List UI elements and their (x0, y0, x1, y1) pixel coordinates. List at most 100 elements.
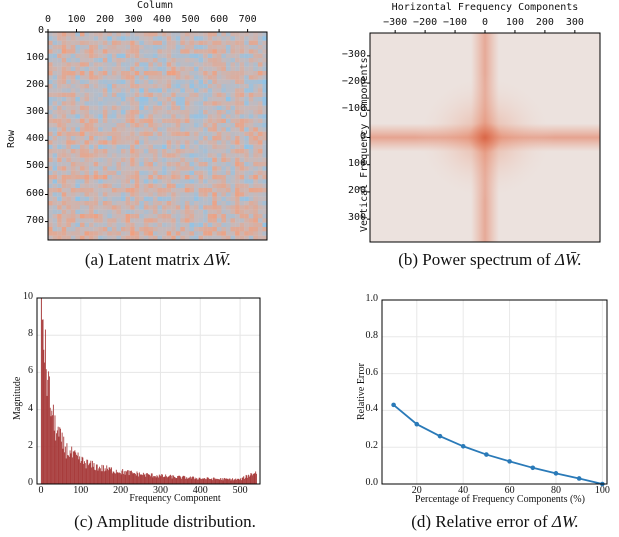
heatmap-cell (57, 183, 62, 189)
heatmap-cell (184, 136, 190, 141)
heatmap-cell (116, 66, 122, 72)
heatmap-cell (79, 49, 85, 54)
heatmap-cell (57, 162, 62, 167)
heatmap-cell (84, 110, 90, 115)
heatmap-cell (248, 170, 254, 176)
heatmap-cell (212, 153, 218, 158)
heatmap-cell (166, 188, 172, 193)
heatmap-cell (239, 162, 245, 167)
heatmap-cell (257, 123, 263, 128)
x-tick-label: 300 (565, 17, 584, 28)
heatmap-cell (152, 53, 158, 59)
heatmap-cell (93, 209, 99, 215)
heatmap-cell (203, 123, 208, 128)
bar (155, 477, 157, 484)
heatmap-cell (248, 101, 254, 106)
y-tick-label: 700 (25, 214, 44, 226)
heatmap-cell (57, 131, 62, 137)
heatmap-cell (52, 196, 58, 202)
heatmap-cell (57, 53, 62, 59)
heatmap-cell (166, 49, 172, 54)
bar (222, 480, 224, 484)
bar (151, 473, 153, 484)
panel-b-xlabel: Horizontal Frequency Components (391, 2, 579, 13)
heatmap-cell (121, 201, 126, 206)
heatmap-cell (244, 36, 249, 41)
heatmap-cell (66, 166, 72, 171)
data-point (437, 433, 443, 439)
heatmap-cell (189, 183, 195, 189)
heatmap-cell (189, 162, 195, 167)
heatmap-cell (52, 79, 58, 85)
heatmap-cell (194, 235, 199, 241)
heatmap-cell (207, 58, 213, 63)
heatmap-cell (171, 36, 176, 41)
bar (216, 479, 218, 484)
heatmap-cell (212, 222, 218, 228)
heatmap-cell (225, 75, 231, 80)
bar (160, 476, 162, 484)
heatmap-cell (194, 66, 199, 72)
heatmap-cell (194, 175, 199, 180)
heatmap-cell (70, 79, 76, 85)
heatmap-cell (239, 49, 245, 54)
heatmap-cell (107, 136, 113, 141)
heatmap-cell (166, 136, 172, 141)
bar (154, 476, 156, 484)
heatmap-cell (216, 218, 222, 223)
bar (80, 462, 81, 484)
heatmap-cell (70, 214, 76, 219)
heatmap-cell (84, 144, 90, 150)
heatmap-cell (75, 127, 81, 132)
heatmap-cell (216, 192, 222, 197)
x-tick-label: 60 (504, 485, 515, 496)
heatmap-cell (194, 136, 199, 141)
bar (77, 452, 79, 484)
heatmap-cell (148, 101, 154, 106)
heatmap-cell (198, 136, 204, 141)
heatmap-cell (184, 201, 190, 206)
heatmap-cell (257, 209, 263, 215)
heatmap-cell (66, 97, 72, 102)
heatmap-cell (148, 32, 154, 37)
heatmap-cell (116, 170, 122, 176)
heatmap-cell (61, 114, 67, 119)
heatmap-cell (102, 118, 108, 124)
panel-d-caption: (d) Relative error of ΔW. (370, 512, 619, 532)
heatmap-cell (111, 123, 117, 128)
bar (112, 471, 114, 484)
bar (251, 473, 253, 484)
heatmap-cell (98, 110, 103, 115)
heatmap-cell (98, 153, 103, 158)
heatmap-cell (125, 162, 131, 167)
heatmap-cell (134, 53, 140, 59)
heatmap-cell (107, 110, 113, 115)
heatmap-cell (216, 75, 222, 80)
heatmap-cell (244, 58, 249, 63)
heatmap-cell (248, 140, 254, 145)
heatmap-cell (134, 92, 140, 98)
heatmap-cell (93, 235, 99, 241)
heatmap-cell (175, 84, 181, 89)
bar (238, 478, 240, 484)
heatmap-cell (152, 214, 158, 219)
panel-b-caption: (b) Power spectrum of ΔW̄. (360, 250, 619, 270)
heatmap-cell (235, 209, 240, 215)
heatmap-cell (70, 101, 76, 106)
heatmap-cell (262, 209, 268, 215)
heatmap-cell (203, 75, 208, 80)
heatmap-cell (84, 166, 90, 171)
bar (226, 478, 228, 484)
heatmap-cell (148, 88, 154, 93)
bar (97, 470, 99, 484)
heatmap-cell (235, 101, 240, 106)
heatmap-cell (66, 105, 72, 111)
heatmap-cell (157, 88, 163, 93)
heatmap-cell (61, 201, 67, 206)
bar (166, 477, 168, 484)
heatmap-cell (152, 192, 158, 197)
heatmap-cell (75, 205, 81, 210)
heatmap-cell (130, 110, 135, 115)
heatmap-cell (157, 205, 163, 210)
heatmap-cell (189, 131, 195, 137)
